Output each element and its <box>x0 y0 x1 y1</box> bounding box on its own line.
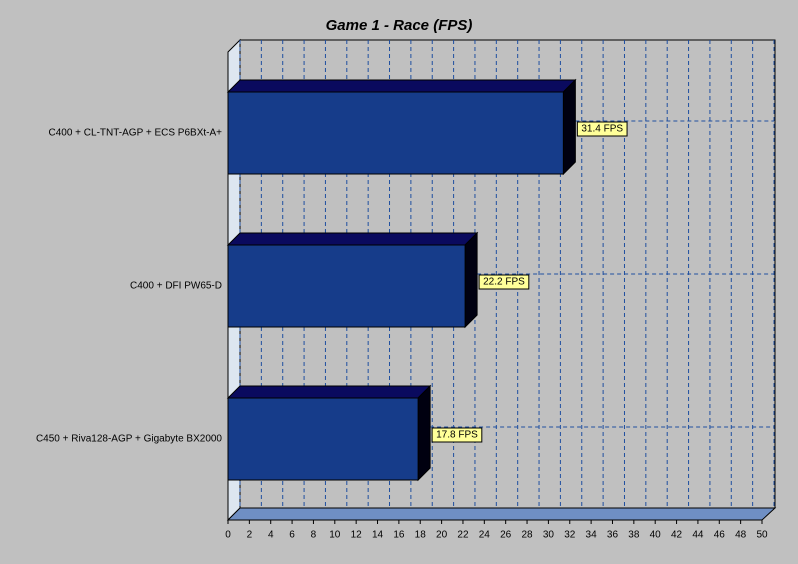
x-tick-label: 48 <box>735 530 747 541</box>
bar-top <box>226 232 479 246</box>
x-tick-label: 36 <box>607 530 619 541</box>
x-tick-label: 34 <box>586 530 598 541</box>
x-tick-label: 14 <box>372 530 384 541</box>
value-label: 31.4 FPS <box>581 124 623 135</box>
x-tick-label: 8 <box>311 530 317 541</box>
value-label-box <box>431 427 483 443</box>
x-tick-label: 26 <box>500 530 512 541</box>
value-label-box <box>576 121 628 137</box>
x-tick-label: 0 <box>225 530 231 541</box>
x-tick-label: 2 <box>247 530 253 541</box>
value-label-box <box>478 274 530 290</box>
x-tick-label: 24 <box>479 530 491 541</box>
x-tick-label: 32 <box>564 530 576 541</box>
bar-side <box>562 78 576 176</box>
x-tick-label: 50 <box>756 530 768 541</box>
y-tick-label: C450 + Riva128-AGP + Gigabyte BX2000 <box>36 434 222 445</box>
bar-top <box>226 385 432 399</box>
bar-side <box>417 384 431 482</box>
x-tick-label: 22 <box>457 530 469 541</box>
bar-side <box>464 231 478 329</box>
x-tick-label: 42 <box>671 530 683 541</box>
x-tick-label: 38 <box>628 530 640 541</box>
x-tick-label: 18 <box>415 530 427 541</box>
value-label: 22.2 FPS <box>483 277 525 288</box>
x-tick-label: 28 <box>521 530 533 541</box>
x-tick-label: 40 <box>650 530 662 541</box>
bar-top <box>226 79 577 93</box>
y-tick-label: C400 + DFI PW65-D <box>130 281 222 292</box>
x-tick-label: 44 <box>692 530 704 541</box>
x-tick-label: 12 <box>351 530 363 541</box>
y-tick-label: C400 + CL-TNT-AGP + ECS P6BXt-A+ <box>49 128 223 139</box>
bar <box>227 397 419 481</box>
bar <box>227 244 466 328</box>
x-tick-label: 16 <box>393 530 405 541</box>
x-tick-label: 4 <box>268 530 274 541</box>
floor <box>226 507 777 521</box>
bar <box>227 91 564 175</box>
x-tick-label: 30 <box>543 530 555 541</box>
x-tick-label: 10 <box>329 530 341 541</box>
value-label: 17.8 FPS <box>436 430 478 441</box>
x-tick-label: 46 <box>714 530 726 541</box>
x-tick-label: 6 <box>289 530 295 541</box>
x-tick-label: 20 <box>436 530 448 541</box>
chart-title: Game 1 - Race (FPS) <box>326 17 473 34</box>
